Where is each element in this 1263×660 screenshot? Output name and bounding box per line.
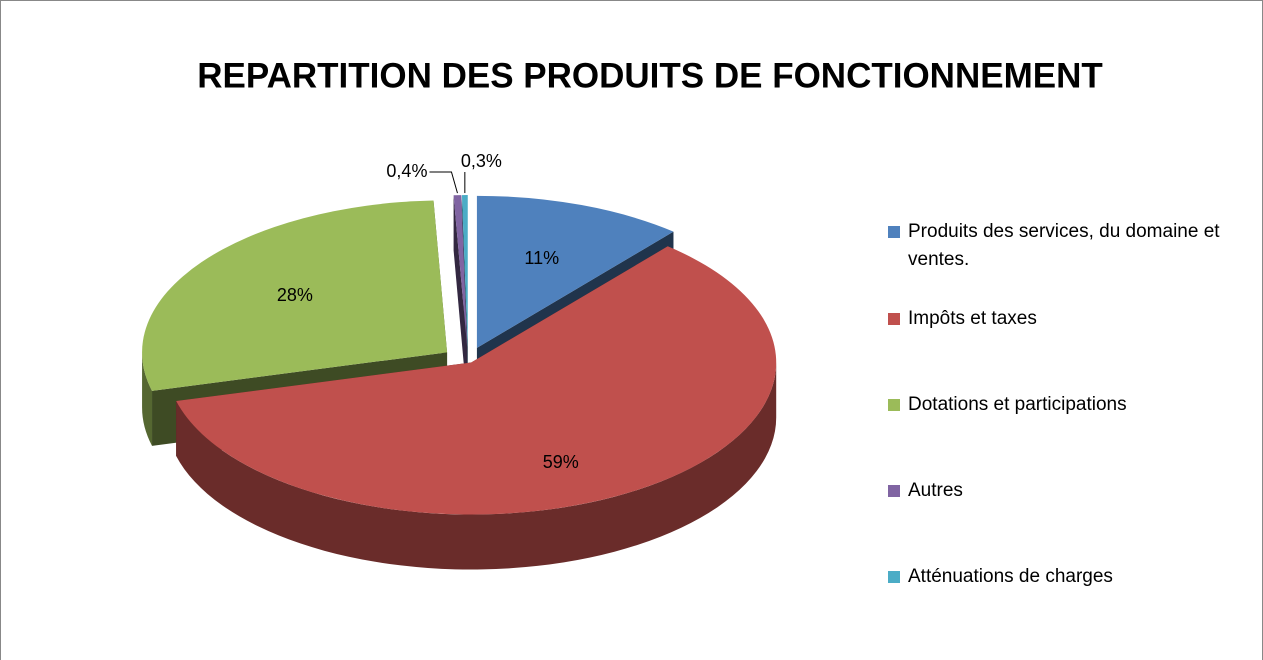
legend-label: Produits des services, du domaine et ven…	[908, 221, 1220, 270]
data-label: 11%	[524, 248, 559, 268]
legend-swatch	[888, 226, 900, 238]
slice	[453, 195, 468, 403]
slice-top	[453, 195, 468, 348]
legend-swatch	[888, 399, 900, 411]
slice-top	[476, 195, 674, 348]
legend-swatch	[888, 571, 900, 583]
slice-top	[142, 200, 448, 391]
data-label: 28%	[277, 285, 313, 305]
legend-label: Atténuations de charges	[908, 566, 1113, 587]
slice-wall	[142, 352, 153, 446]
legend-item: Produits des services, du domaine et ven…	[888, 218, 1258, 274]
legend-item: Dotations et participations	[888, 391, 1258, 419]
legend-item: Impôts et taxes	[888, 305, 1258, 333]
slice	[176, 246, 777, 570]
legend-swatch	[888, 485, 900, 497]
legend-swatch	[888, 313, 900, 325]
legend-item: Atténuations de charges	[888, 563, 1258, 591]
legend-item: Autres	[888, 477, 1258, 505]
legend-label: Impôts et taxes	[908, 308, 1037, 329]
data-label: 0,4%	[386, 161, 427, 181]
chart-title: REPARTITION DES PRODUITS DE FONCTIONNEME…	[197, 56, 1103, 95]
data-label: 59%	[543, 452, 579, 472]
slice-top	[461, 195, 468, 348]
leader-line	[429, 171, 458, 194]
data-label: 0,3%	[461, 151, 502, 171]
slice-top	[176, 246, 777, 515]
slice-side	[453, 195, 468, 403]
legend-label: Dotations et participations	[908, 394, 1127, 415]
pie: 11% 59% 28% 0,4% 0,3%	[142, 151, 777, 570]
slice-wall	[176, 362, 777, 570]
legend-label: Autres	[908, 480, 963, 501]
